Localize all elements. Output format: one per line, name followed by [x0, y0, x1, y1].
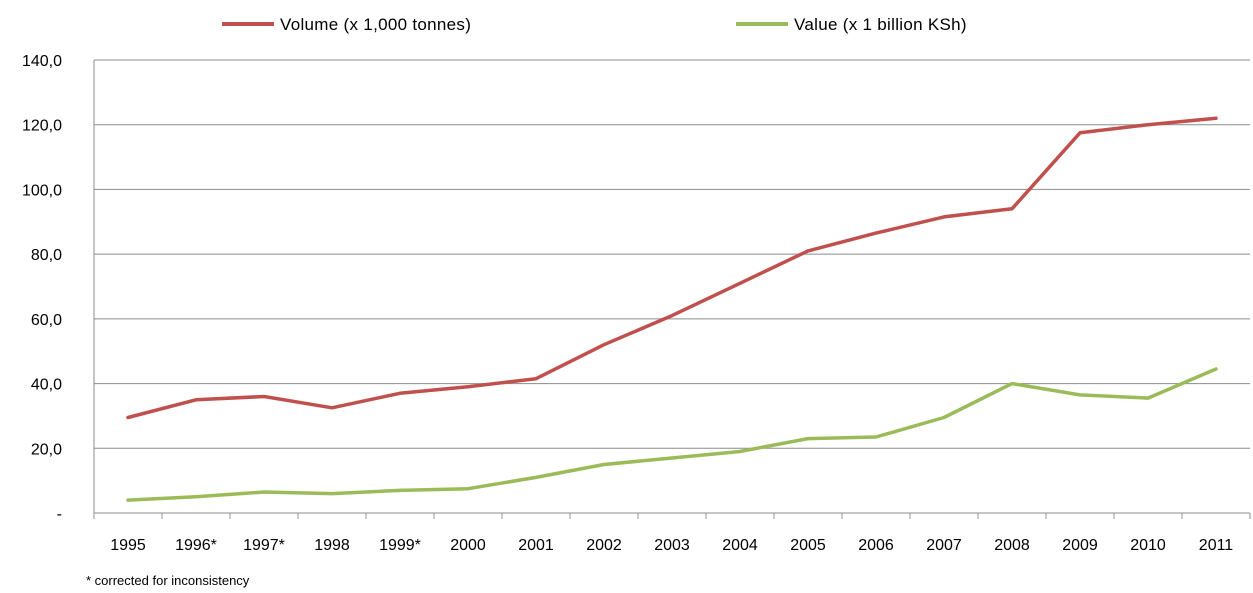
data-point	[874, 435, 878, 439]
data-point	[126, 416, 130, 420]
data-point	[194, 398, 198, 402]
data-point	[1010, 382, 1014, 386]
data-point	[466, 487, 470, 491]
footnote: * corrected for inconsistency	[86, 573, 250, 588]
x-tick-label: 1995	[110, 537, 146, 554]
legend-label: Volume (x 1,000 tonnes)	[280, 15, 471, 34]
data-point	[1078, 393, 1082, 397]
x-tick-label: 2011	[1199, 537, 1234, 554]
data-point	[942, 416, 946, 420]
y-tick-label: 40,0	[31, 377, 62, 394]
data-point	[262, 490, 266, 494]
y-tick-label: -	[57, 506, 62, 523]
data-point	[738, 450, 742, 454]
x-tick-label: 2004	[722, 537, 758, 554]
y-tick-label: 100,0	[22, 182, 62, 199]
data-point	[126, 498, 130, 502]
series-lines	[126, 116, 1218, 502]
grid-lines	[94, 59, 1250, 449]
legend-label: Value (x 1 billion KSh)	[794, 15, 967, 34]
x-tick-label: 1996*	[175, 537, 217, 554]
series-line-0	[126, 116, 1218, 420]
data-point	[330, 406, 334, 410]
data-point	[670, 314, 674, 318]
x-tick-label: 2009	[1062, 537, 1098, 554]
data-point	[602, 462, 606, 466]
x-tick-label: 2002	[586, 537, 622, 554]
x-tick-label: 2006	[858, 537, 894, 554]
y-tick-label: 60,0	[31, 312, 62, 329]
y-tick-label: 20,0	[31, 441, 62, 458]
data-point	[806, 437, 810, 441]
y-tick-label: 140,0	[22, 53, 62, 70]
data-point	[806, 249, 810, 253]
data-point	[942, 215, 946, 219]
data-point	[1214, 116, 1218, 120]
data-point	[534, 377, 538, 381]
y-axis-ticks: - 20,0 40,0 60,0 80,0 100,0 120,0 140,0	[22, 53, 62, 523]
data-point	[534, 475, 538, 479]
x-tick-label: 2005	[790, 537, 826, 554]
x-tick-label: 2003	[654, 537, 690, 554]
x-tick-label: 2001	[518, 537, 554, 554]
x-tick-label: 2010	[1130, 537, 1166, 554]
data-point	[330, 492, 334, 496]
y-tick-label: 80,0	[31, 247, 62, 264]
data-point	[1214, 367, 1218, 371]
x-tick-label: 1998	[314, 537, 350, 554]
data-point	[398, 488, 402, 492]
data-point	[1078, 131, 1082, 135]
y-tick-label: 120,0	[22, 118, 62, 135]
data-point	[398, 391, 402, 395]
data-point	[262, 395, 266, 399]
x-tick-label: 2007	[926, 537, 962, 554]
legend: Volume (x 1,000 tonnes) Value (x 1 billio…	[222, 15, 967, 34]
data-point	[670, 456, 674, 460]
series-line-1	[126, 367, 1218, 502]
data-point	[738, 281, 742, 285]
x-tick-label: 2000	[450, 537, 486, 554]
data-point	[194, 495, 198, 499]
x-axis: 1995 1996* 1997* 1998 1999* 2000 2001 2002 2003 2…	[93, 60, 1251, 554]
data-point	[1146, 123, 1150, 127]
x-tick-label: 2008	[994, 537, 1030, 554]
data-point	[1146, 396, 1150, 400]
data-point	[602, 343, 606, 347]
x-tick-label: 1997*	[243, 537, 285, 554]
data-point	[874, 231, 878, 235]
x-tick-label: 1999*	[379, 537, 421, 554]
data-point	[466, 385, 470, 389]
data-point	[1010, 207, 1014, 211]
